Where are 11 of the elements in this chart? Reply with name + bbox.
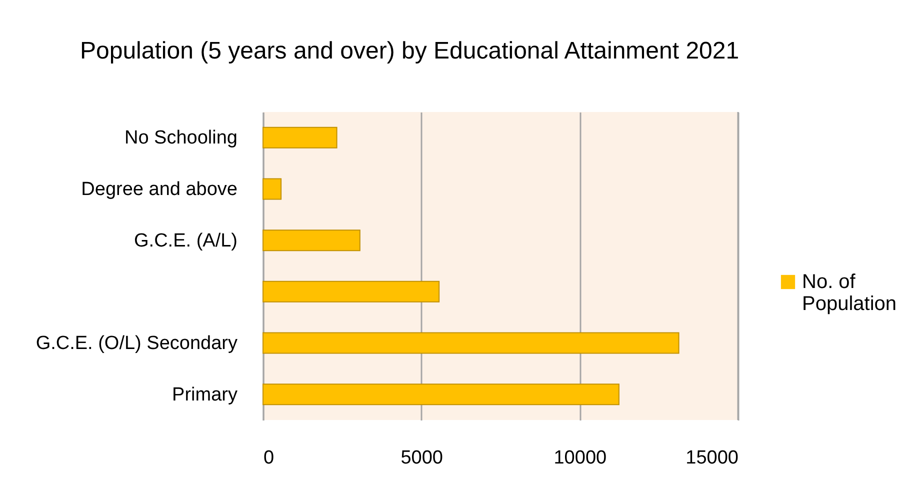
x-tick-label: 15000	[686, 448, 738, 468]
chart-title: Population (5 years and over) by Educational Attainment 2021	[80, 37, 740, 64]
x-tick-label: 5000	[400, 448, 443, 468]
legend-label: No. of Population	[802, 271, 897, 315]
y-tick-label: No Schooling	[124, 128, 238, 149]
y-tick-label: Primary	[172, 384, 238, 406]
y-tick-label: G.C.E. (O/L) Secondary	[36, 333, 238, 354]
y-tick-label: G.C.E. (A/L)	[134, 230, 238, 252]
x-tick-label: 0	[264, 448, 274, 468]
x-tick-label: 10000	[554, 448, 607, 468]
y-tick-label: Degree and above	[81, 179, 238, 200]
